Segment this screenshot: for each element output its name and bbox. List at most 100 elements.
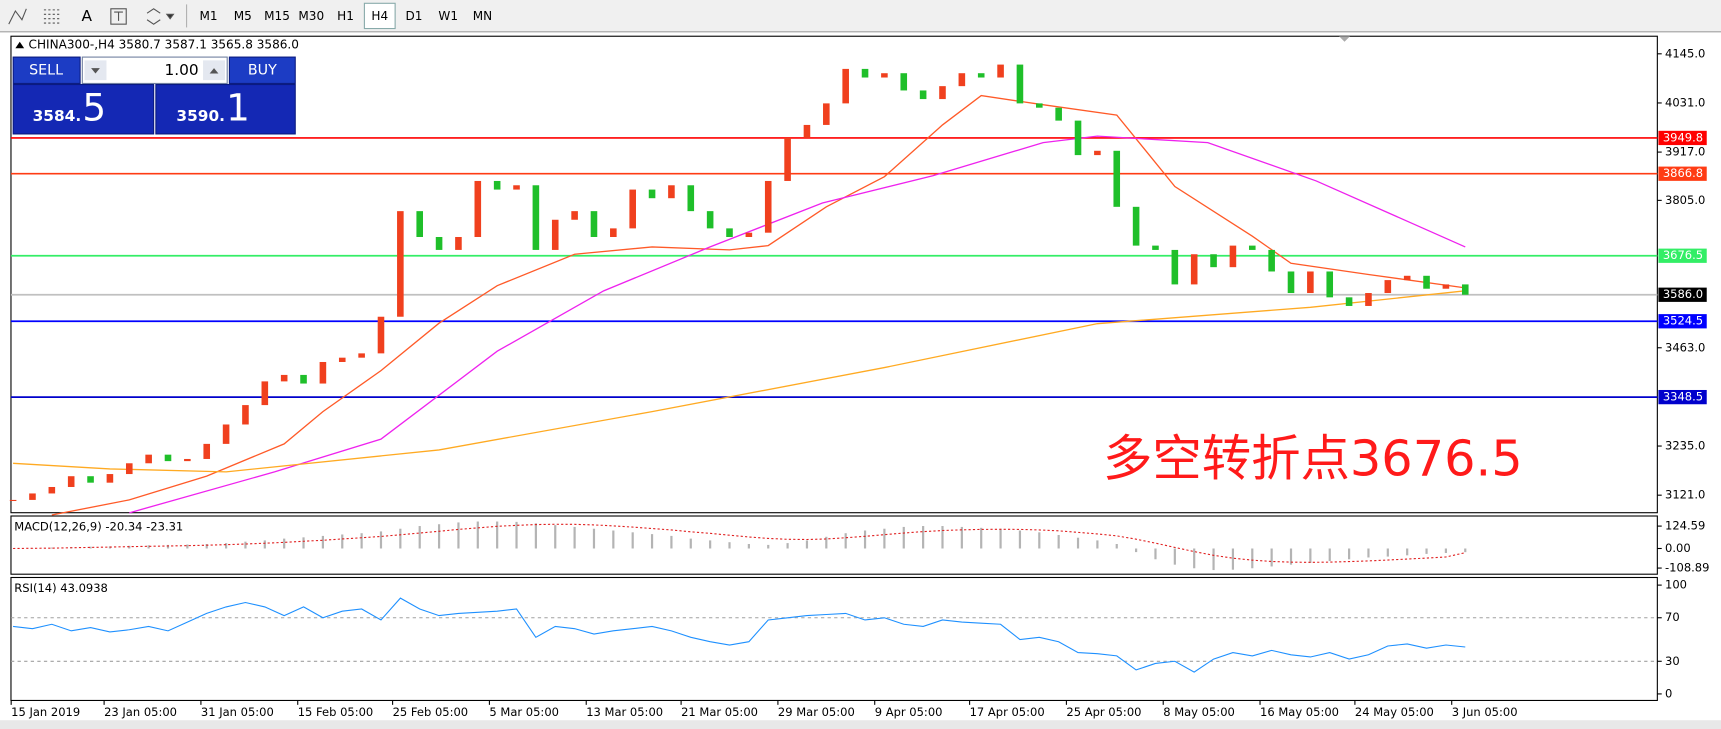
candle: [474, 180, 482, 237]
toolbar: [0, 0, 1721, 32]
candle: [1307, 271, 1314, 294]
candle: [1287, 271, 1295, 294]
candle: [551, 219, 559, 250]
price-level-box: [1658, 287, 1707, 302]
candle: [958, 73, 966, 87]
moving-average: [129, 135, 1466, 514]
timeframe-active[interactable]: [363, 2, 396, 30]
y-tick-label: 4145.0: [1665, 46, 1705, 60]
ask-price-big[interactable]: 1: [226, 85, 250, 129]
candle: [1074, 120, 1082, 156]
candle: [48, 486, 56, 494]
candle: [629, 189, 636, 229]
icon-textlabel[interactable]: [110, 8, 127, 25]
candle: [803, 124, 811, 138]
toolbar-icons: [8, 8, 175, 25]
shift-marker[interactable]: [1339, 36, 1351, 42]
header-arrow[interactable]: [15, 41, 25, 49]
candle: [106, 474, 114, 483]
bid-box[interactable]: [12, 83, 155, 135]
candle: [67, 476, 75, 487]
candle: [823, 103, 830, 125]
candle: [745, 232, 753, 237]
candle: [939, 86, 946, 100]
candle: [1152, 245, 1159, 250]
plot-layer: 4145.0 4031.0 3917.0 3805.0 3463.0 3235.0 3121…: [9, 46, 1709, 719]
icon-textlabel-t: [114, 11, 123, 21]
candle: [319, 361, 327, 384]
price-level-box: [1658, 314, 1707, 329]
indicator-title: RSI(14) 43.0938: [14, 581, 108, 595]
candle: [358, 353, 365, 358]
price-level-label: 3676.5: [1663, 248, 1703, 262]
symbol-header: CHINA300-,H4 3580.7 3587.1 3565.8 3586.0: [29, 38, 299, 52]
timeframe-button[interactable]: MN: [473, 9, 492, 23]
sell-button[interactable]: [12, 56, 81, 84]
ask-box[interactable]: [155, 83, 296, 135]
y-tick-label: 3917.0: [1665, 145, 1705, 159]
timeframe-button[interactable]: W1: [438, 9, 458, 23]
timeframe-button[interactable]: M30: [298, 9, 324, 23]
candle: [1016, 64, 1024, 104]
candle: [29, 493, 36, 500]
price-level-label: 3949.8: [1663, 130, 1703, 144]
timeframe-button[interactable]: H1: [337, 9, 354, 23]
x-tick-label: 16 May 05:00: [1260, 705, 1339, 719]
timeframe-button[interactable]: M1: [199, 9, 217, 23]
candle: [764, 180, 772, 233]
timeframe-button[interactable]: H4: [371, 9, 388, 23]
candle: [164, 454, 172, 462]
candle: [1423, 275, 1430, 289]
y-tick-label: 70: [1665, 610, 1680, 624]
moving-average: [13, 290, 1466, 473]
bid-price[interactable]: 3584.: [33, 107, 82, 125]
candle: [571, 211, 578, 220]
x-tick-label: 29 Mar 05:00: [778, 705, 855, 719]
candle: [1384, 280, 1392, 294]
lot-value[interactable]: 1.00: [164, 61, 198, 79]
tab-bar: [0, 720, 1721, 729]
ask-price[interactable]: 3590.: [176, 107, 225, 125]
x-tick-label: 9 Apr 05:00: [875, 705, 943, 719]
x-tick-label: 31 Jan 05:00: [201, 705, 274, 719]
candle: [997, 64, 1004, 78]
candle: [1210, 254, 1217, 268]
main-pane: [10, 35, 1658, 514]
price-level-label: 3524.5: [1663, 314, 1703, 328]
rsi-line: [12, 597, 1466, 673]
candle: [203, 443, 211, 459]
candle: [610, 228, 617, 237]
sell-label[interactable]: SELL: [29, 62, 63, 78]
y-tick-label: 4031.0: [1665, 95, 1705, 109]
y-tick-label: 0: [1665, 686, 1672, 700]
icon-grid[interactable]: [43, 9, 62, 24]
indicator-title: MACD(12,26,9) -20.34 -23.31: [14, 519, 183, 533]
icon-dropdown[interactable]: [165, 13, 175, 20]
y-tick-label: 3235.0: [1665, 439, 1705, 453]
candle: [377, 316, 385, 354]
candle: [1190, 254, 1198, 285]
x-tick-label: 8 May 05:00: [1163, 705, 1235, 719]
price-level-box: [1658, 389, 1707, 405]
timeframe-button[interactable]: M15: [264, 9, 290, 23]
x-tick-label: 5 Mar 05:00: [489, 705, 559, 719]
icon-arrows[interactable]: [146, 8, 161, 25]
candle: [842, 68, 849, 104]
buy-label[interactable]: BUY: [248, 62, 277, 78]
timeframe-button[interactable]: M5: [234, 9, 252, 23]
buy-button[interactable]: [228, 56, 296, 84]
candle: [1113, 150, 1121, 207]
candle: [261, 381, 269, 406]
candle: [726, 228, 733, 237]
timeframe-button[interactable]: D1: [406, 9, 423, 23]
y-tick-label: 3463.0: [1665, 340, 1705, 354]
candle: [1326, 271, 1334, 298]
candle: [590, 211, 598, 237]
candle: [242, 405, 249, 425]
candle: [1442, 284, 1450, 289]
x-tick-label: 23 Jan 05:00: [104, 705, 177, 719]
icon-text[interactable]: A: [81, 7, 92, 25]
macd-pane: [10, 515, 1658, 575]
y-tick-label: 124.59: [1665, 519, 1705, 533]
bid-price-big[interactable]: 5: [82, 85, 106, 129]
